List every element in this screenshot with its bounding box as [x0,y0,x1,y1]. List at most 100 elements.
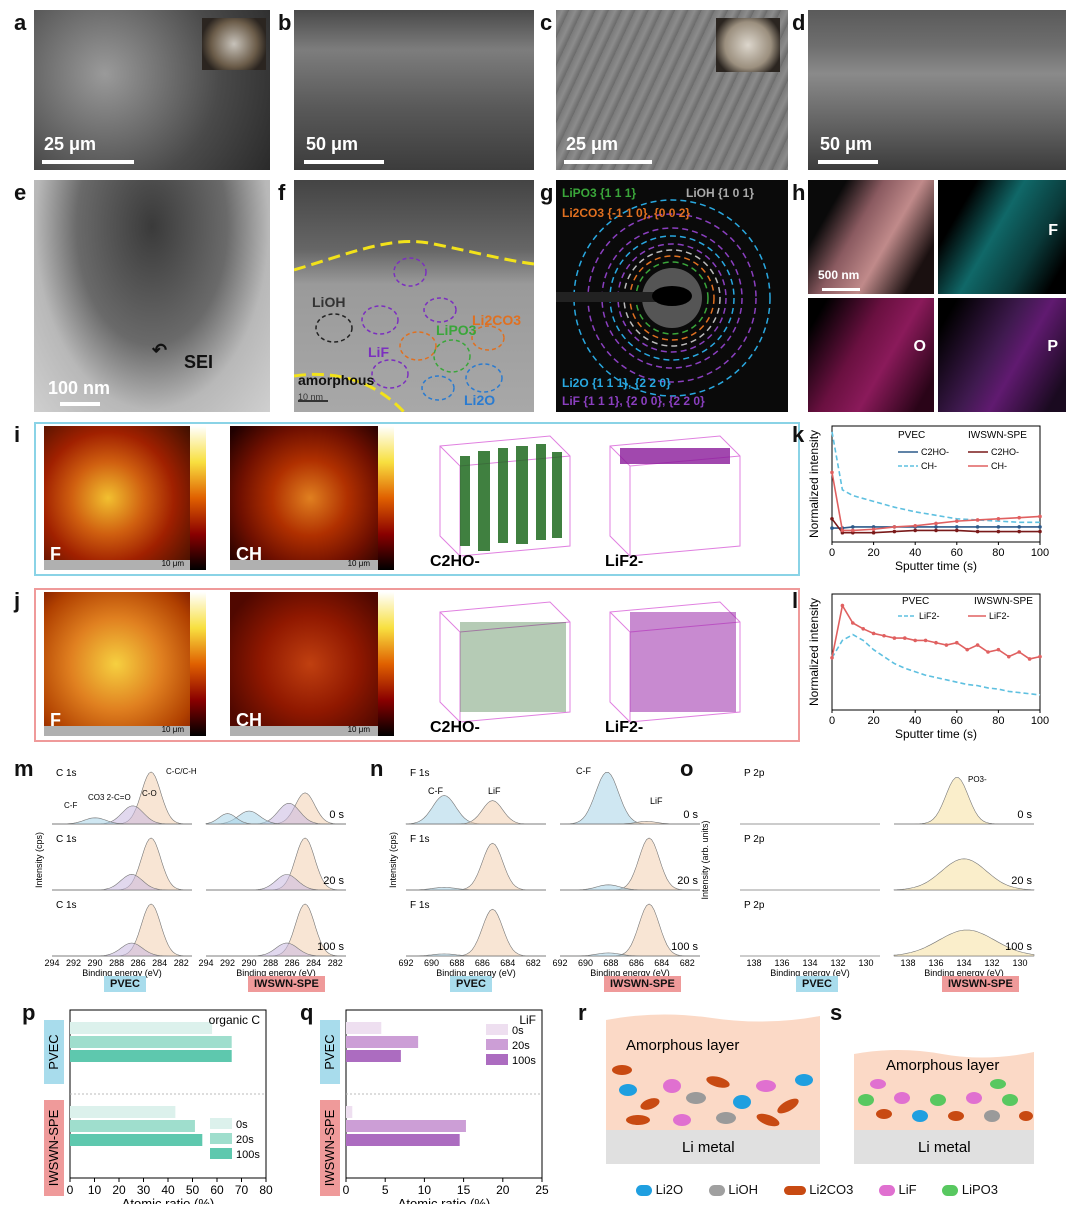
x-tick-label: 60 [951,547,963,559]
bar-IWSWN-SPE-0s [70,1106,176,1118]
eds-overlay-map: 500 nm [808,180,934,294]
x-tick-label: 5 [382,1183,389,1197]
p-map-label: P [1047,338,1058,355]
scale-label: 10 nm [298,392,324,402]
xps-peak [893,858,1035,891]
legend-swatch [486,1024,508,1035]
panel-letter-j: j [14,588,21,613]
x-tick-label: 682 [680,958,695,968]
legend-label: Li2CO3 [809,1182,854,1197]
x-tick-label: 100 [1031,715,1049,727]
scale-bar [298,400,328,402]
x-axis-label: Sputter time (s) [895,727,977,741]
data-point [1017,650,1021,654]
photo-inset [202,18,266,70]
y-axis-label: Intensity (cps) [34,832,44,888]
data-point [830,517,834,521]
legend-swatch [486,1039,508,1050]
legend-title: IWSWN-SPE [974,596,1033,607]
x-tick-label: 282 [174,958,189,968]
chart-l: 0 20 40 60 80 100 Sputter time (s) Normalized i… [807,593,1049,741]
x-axis-label: Binding energy (eV) [924,968,1004,978]
data-point [830,470,834,475]
xps-peak [560,884,700,891]
arrow-icon: ↶ [152,340,168,360]
data-point [955,525,959,529]
li2co3-label: Li2CO3 {-1 1 0}, {0 0 2} [562,206,691,220]
x-tick-label: 0 [343,1183,350,1197]
panel-letter-d: d [792,10,806,35]
data-point [975,525,980,529]
data-point [851,621,855,625]
x-tick-label: 688 [449,958,464,968]
data-point [1038,654,1042,659]
tem-image-e: SEI ↶ 100 nm [34,180,270,412]
legend-label: LiF2- [989,611,1010,621]
iwswn-tag: IWSWN-SPE [604,976,681,992]
bar-IWSWN-SPE-20s [346,1120,466,1132]
data-point [840,603,845,608]
legend-label: 0s [512,1025,524,1037]
tof-map-f-j: F 10 μm [44,592,204,736]
bar-PVEC-20s [346,1036,419,1048]
map-label: CH [236,544,262,564]
panel-letter-g: g [540,180,554,205]
x-tick-label: 80 [259,1183,273,1197]
li2co3-icon [783,1186,806,1196]
category-box-pvec [44,1020,64,1084]
scale-strip [230,560,390,570]
legend-label: C2HO- [921,447,949,457]
panel-letter-m: m [14,756,34,781]
spectrum-title: P 2p [744,768,765,779]
x-tick-label: 20 [867,547,879,559]
legend-swatch [486,1054,508,1065]
map-label: F [50,544,61,564]
c2ho-label: C2HO- [430,553,480,570]
panel-letter-p: p [22,1000,36,1025]
spectrum-title: F 1s [410,768,429,779]
bar-IWSWN-SPE-100s [346,1134,460,1146]
legend-label: 20s [236,1134,254,1146]
bar-PVEC-100s [346,1050,401,1062]
legend-label: 100s [512,1055,536,1067]
sei-label: SEI [184,352,214,372]
peak-label: C-F [64,801,77,810]
data-point [851,528,855,533]
x-tick-label: 50 [186,1183,200,1197]
data-point [1038,525,1042,529]
3d-render-row-j: C2HO- LiF2- [430,601,741,736]
x-tick-label: 286 [285,958,300,968]
panel-letter-a: a [14,10,27,35]
category-label: IWSWN-SPE [46,1109,61,1186]
data-point [903,636,907,640]
scale-label: 100 nm [48,378,111,398]
data-point [830,656,834,660]
saed-pattern-g: LiPO3 {1 1 1} LiOH {1 0 1} Li2CO3 {-1 1 … [556,180,788,412]
legend-label: 20s [512,1040,530,1052]
category-box-pvec [320,1020,340,1084]
chart-q: 0 5 10 15 20 25 Atomic ratio (%) PVEC IWSWN-SPE L… [320,1009,549,1204]
scale-label: 50 μm [306,134,359,154]
bar-PVEC-0s [70,1022,213,1034]
data-point [1017,525,1021,529]
x-tick-label: 80 [992,715,1004,727]
lioh-icon [708,1185,725,1197]
lioh-label: LiOH {1 0 1} [686,186,755,200]
spectrum-title: F 1s [410,834,429,845]
data-point [830,526,834,530]
row-j-frame [34,588,800,742]
y-axis-label: Normalized intensity [807,430,821,538]
xps-peak [406,887,546,891]
x-tick-label: 690 [578,958,593,968]
x-tick-label: 684 [500,958,515,968]
legend-swatch [210,1133,232,1144]
peak-label: CO3 2- [88,793,114,802]
spectrum-title: F 1s [410,900,429,911]
x-tick-label: 0 [829,547,835,559]
x-tick-label: 682 [526,958,541,968]
x-tick-label: 138 [900,958,915,968]
lipo3-label: LiPO3 {1 1 1} [562,186,637,200]
pvec-tag: PVEC [104,976,146,992]
li2co3-label: Li2CO3 [472,312,522,328]
legend-label: C2HO- [991,447,1019,457]
